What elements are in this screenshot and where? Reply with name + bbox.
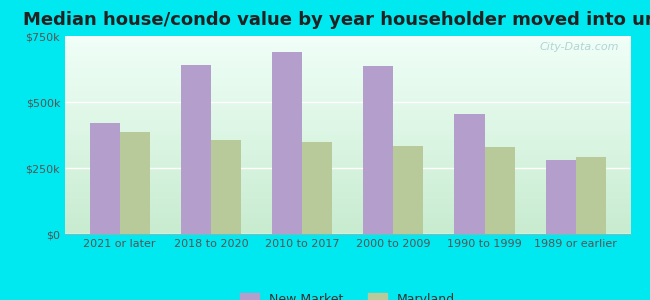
Bar — [454, 114, 484, 234]
Bar — [546, 160, 576, 234]
Bar — [393, 146, 423, 234]
Text: City-Data.com: City-Data.com — [540, 42, 619, 52]
Bar — [272, 52, 302, 234]
Bar — [576, 158, 606, 234]
Bar — [484, 147, 515, 234]
Bar — [181, 65, 211, 234]
Bar — [120, 132, 150, 234]
Legend: New Market, Maryland: New Market, Maryland — [235, 288, 460, 300]
Bar — [363, 66, 393, 234]
Bar — [90, 123, 120, 234]
Bar — [302, 142, 332, 234]
Title: Median house/condo value by year householder moved into unit: Median house/condo value by year househo… — [23, 11, 650, 29]
Bar — [211, 140, 241, 234]
